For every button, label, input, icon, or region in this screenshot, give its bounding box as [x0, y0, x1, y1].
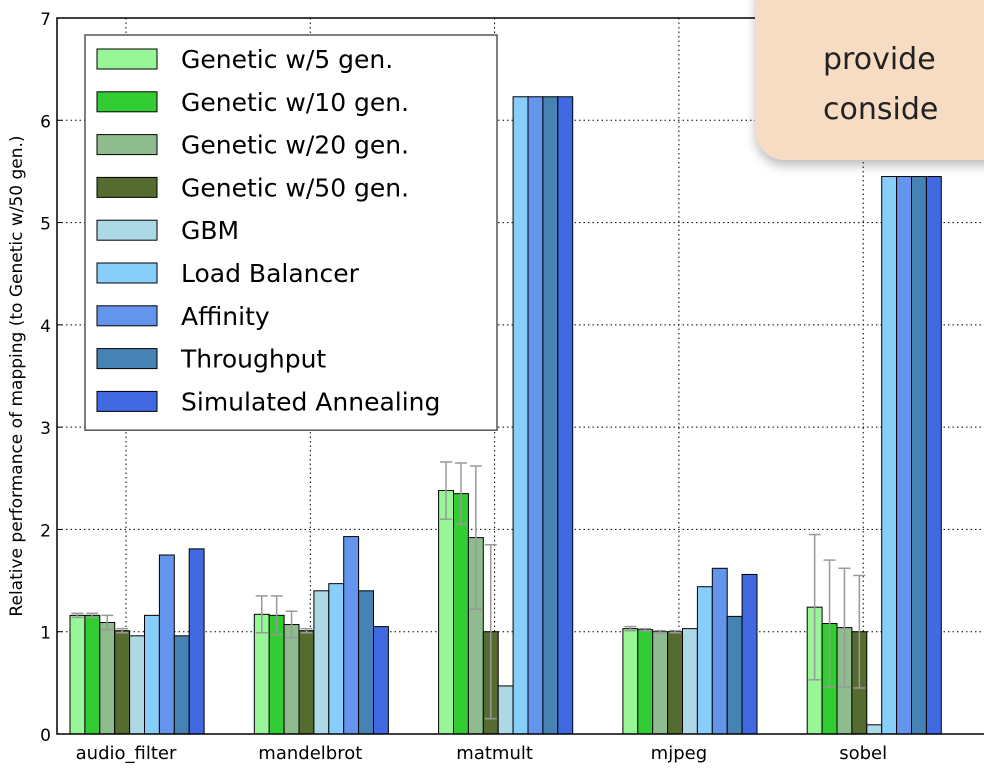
y-tick-label: 0 [40, 726, 51, 746]
x-tick-label: matmult [456, 743, 533, 764]
bar [314, 591, 329, 734]
bar [543, 97, 558, 734]
callout: provide conside [755, 0, 984, 160]
bar [359, 591, 374, 734]
callout-text: provide [823, 42, 936, 77]
legend-swatch [97, 92, 157, 112]
bar [145, 615, 160, 734]
callout-text: conside [823, 92, 938, 127]
bar [697, 587, 712, 734]
bar [454, 494, 469, 734]
bar [897, 177, 912, 734]
x-tick-label: sobel [839, 743, 887, 764]
y-tick-label: 1 [40, 624, 51, 644]
y-tick-label: 4 [40, 317, 51, 337]
bar [159, 555, 174, 734]
bar [70, 615, 85, 734]
bar [683, 629, 698, 734]
bar [623, 629, 638, 734]
legend-label: Simulated Annealing [181, 387, 440, 416]
bar [867, 725, 882, 734]
bar [528, 97, 543, 734]
bar [85, 615, 100, 734]
legend-swatch [97, 177, 157, 197]
legend-label: GBM [181, 216, 239, 245]
y-tick-label: 3 [40, 419, 51, 439]
legend-swatch [97, 135, 157, 155]
legend-swatch [97, 306, 157, 326]
legend-label: Genetic w/10 gen. [181, 88, 409, 117]
bar [653, 632, 668, 734]
bar [926, 177, 941, 734]
legend-swatch [97, 49, 157, 69]
legend-swatch [97, 391, 157, 411]
y-tick-label: 7 [40, 10, 51, 30]
bar [439, 491, 454, 734]
y-tick-label: 6 [40, 112, 51, 132]
bar [668, 632, 683, 734]
bar [742, 574, 757, 734]
bar [189, 549, 204, 734]
y-tick-label: 5 [40, 215, 51, 235]
bar [513, 97, 528, 734]
y-tick-label: 2 [40, 521, 51, 541]
y-axis-label: Relative performance of mapping (to Gene… [7, 135, 27, 616]
legend-label: Genetic w/5 gen. [181, 45, 393, 74]
bar [284, 625, 299, 734]
bar [115, 631, 130, 734]
bar [299, 631, 314, 734]
page: Relative performance of mapping (to Gene… [0, 0, 984, 768]
bar [498, 686, 513, 734]
bar [712, 568, 727, 734]
bar [638, 630, 653, 734]
legend-label: Genetic w/50 gen. [181, 173, 409, 202]
x-tick-label: mandelbrot [258, 743, 362, 764]
bar [344, 537, 359, 734]
x-tick-label: audio_filter [76, 743, 177, 764]
bar [882, 177, 897, 734]
bar [130, 636, 145, 734]
legend-label: Affinity [181, 302, 270, 331]
legend-swatch [97, 349, 157, 369]
legend-label: Genetic w/20 gen. [181, 131, 409, 160]
bar [558, 97, 573, 734]
bar [912, 177, 927, 734]
bar [100, 623, 115, 734]
bar [329, 584, 344, 734]
legend-label: Load Balancer [181, 259, 360, 288]
bar [374, 627, 389, 734]
bar [727, 616, 742, 734]
bar [174, 636, 189, 734]
legend-swatch [97, 220, 157, 240]
legend-label: Throughput [180, 345, 326, 374]
legend-swatch [97, 263, 157, 283]
x-tick-label: mjpeg [651, 743, 707, 764]
